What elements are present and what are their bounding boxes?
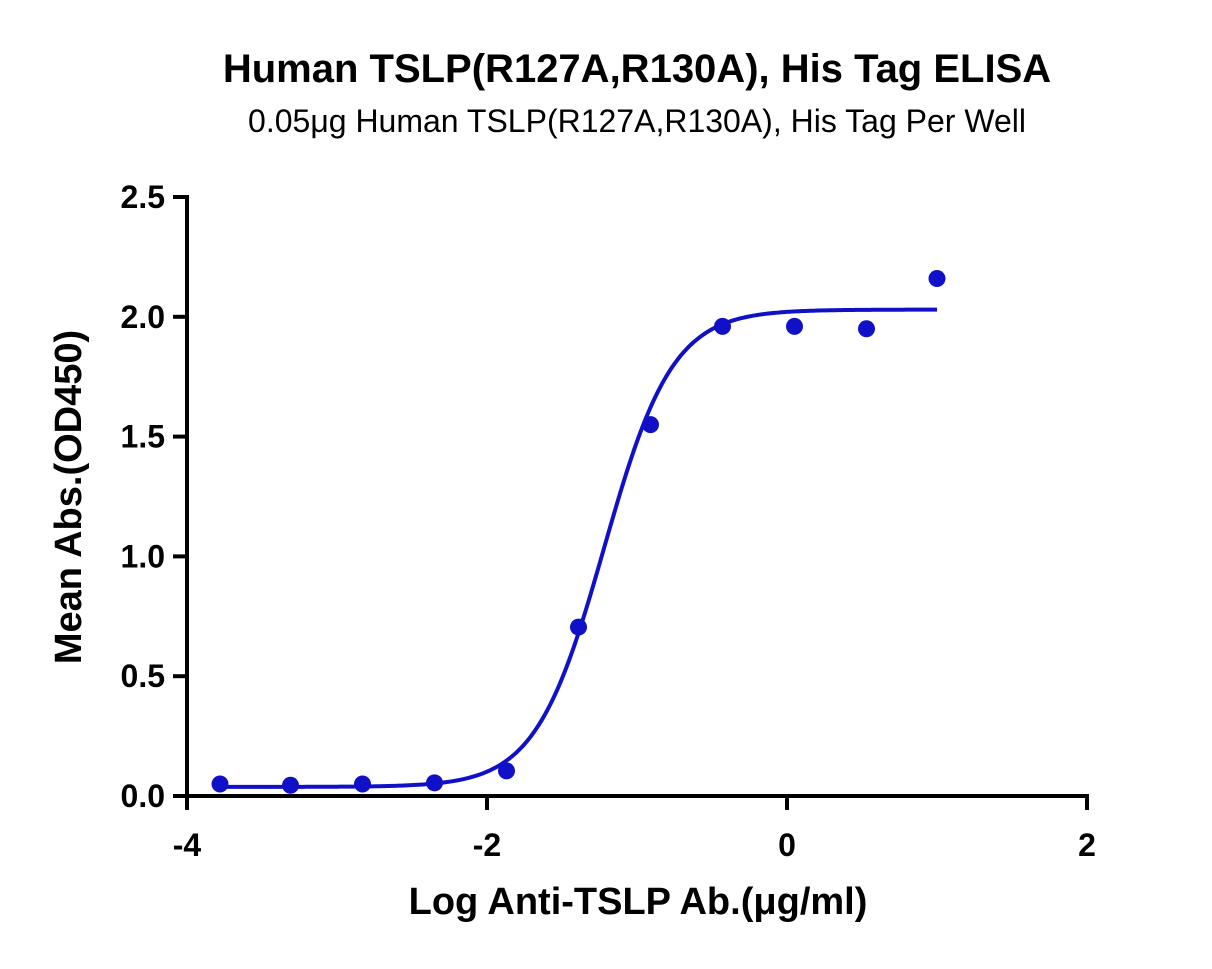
x-tick-label: 2 bbox=[1078, 827, 1096, 863]
data-point bbox=[211, 775, 229, 793]
data-point bbox=[282, 776, 299, 794]
fit-curve bbox=[220, 307, 937, 789]
axes: 0.0 0.5 1.0 1.5 2.0 2.5 -4 -2 0 2 bbox=[121, 179, 1096, 863]
x-tick-label: 0 bbox=[778, 827, 796, 863]
y-tick-label: 1.5 bbox=[121, 419, 165, 455]
data-point bbox=[426, 774, 443, 792]
data-point bbox=[786, 317, 803, 335]
y-tick-label: 0.5 bbox=[121, 658, 165, 694]
x-tick-label: -4 bbox=[173, 827, 202, 863]
chart-title: Human TSLP(R127A,R130A), His Tag ELISA bbox=[223, 47, 1051, 91]
data-point bbox=[354, 775, 371, 793]
x-axis-label: Log Anti-TSLP Ab.(μg/ml) bbox=[409, 881, 868, 923]
data-point bbox=[714, 317, 731, 335]
y-tick-label: 2.0 bbox=[121, 299, 165, 335]
y-axis-label: Mean Abs.(OD450) bbox=[48, 330, 90, 664]
y-tick-label: 0.0 bbox=[121, 778, 165, 814]
data-point bbox=[858, 320, 875, 338]
data-point bbox=[928, 269, 946, 287]
chart-subtitle: 0.05μg Human TSLP(R127A,R130A), His Tag … bbox=[248, 103, 1026, 139]
x-tick-label: -2 bbox=[473, 827, 501, 863]
data-point bbox=[642, 416, 659, 434]
y-tick-label: 2.5 bbox=[121, 179, 165, 215]
y-tick-label: 1.0 bbox=[121, 538, 165, 574]
data-point bbox=[498, 762, 515, 780]
data-points bbox=[211, 269, 946, 794]
data-point bbox=[570, 618, 587, 636]
